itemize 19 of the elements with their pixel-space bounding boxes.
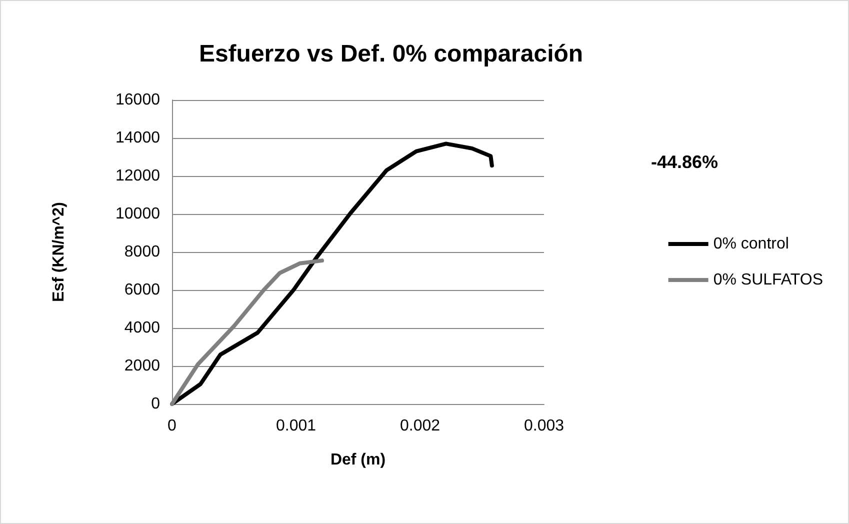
y-tick-label: 8000 xyxy=(124,244,160,260)
y-tick-label: 4000 xyxy=(124,320,160,336)
y-tick-label: 2000 xyxy=(124,358,160,374)
x-axis-title: Def (m) xyxy=(330,452,386,468)
y-tick-label: 0 xyxy=(151,396,160,412)
y-tick-label: 10000 xyxy=(116,206,160,222)
y-tick-label: 14000 xyxy=(116,130,160,146)
y-tick-label: 6000 xyxy=(124,282,160,298)
y-tick-label: 16000 xyxy=(116,92,160,108)
chart-title: Esfuerzo vs Def. 0% comparación xyxy=(198,40,584,68)
y-tick-label: 12000 xyxy=(116,168,160,184)
x-tick-label: 0.001 xyxy=(276,418,316,434)
x-tick-label: 0.002 xyxy=(400,418,440,434)
x-tick-label: 0.003 xyxy=(524,418,564,434)
legend-label: 0% SULFATOS xyxy=(713,272,823,288)
text: -44.86% xyxy=(651,152,718,172)
x-tick-label: 0 xyxy=(168,418,177,434)
y-axis-title: Esf (KN/m^2) xyxy=(50,202,68,302)
legend-label: 0% control xyxy=(713,236,789,252)
